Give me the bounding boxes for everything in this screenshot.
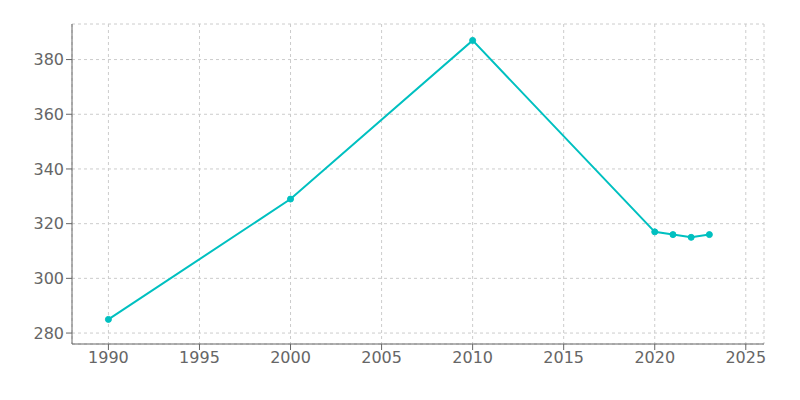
- svg-text:340: 340: [33, 160, 64, 179]
- svg-text:2005: 2005: [361, 348, 402, 367]
- svg-text:360: 360: [33, 105, 64, 124]
- svg-text:1990: 1990: [88, 348, 129, 367]
- svg-text:2010: 2010: [452, 348, 493, 367]
- svg-text:280: 280: [33, 324, 64, 343]
- svg-text:320: 320: [33, 214, 64, 233]
- svg-text:1995: 1995: [179, 348, 220, 367]
- svg-text:300: 300: [33, 269, 64, 288]
- svg-text:2025: 2025: [725, 348, 766, 367]
- svg-text:380: 380: [33, 50, 64, 69]
- svg-text:2000: 2000: [270, 348, 311, 367]
- svg-text:2020: 2020: [634, 348, 675, 367]
- svg-text:2015: 2015: [543, 348, 584, 367]
